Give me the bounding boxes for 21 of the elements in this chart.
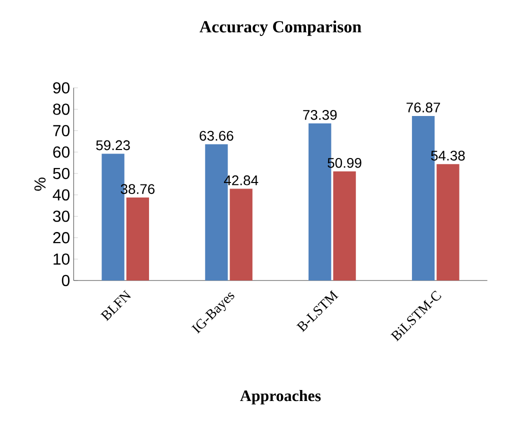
bar <box>333 171 356 281</box>
y-tick-label: 10 <box>54 254 70 265</box>
y-tick-label: 30 <box>53 210 70 222</box>
y-tick-label: 60 <box>53 146 70 158</box>
data-label: 63.66 <box>200 130 234 141</box>
y-tick-label: 20 <box>53 232 70 244</box>
bar <box>126 198 150 281</box>
bar <box>230 188 252 281</box>
y-tick-label: 50 <box>53 168 70 180</box>
y-tick-label: 70 <box>53 125 70 136</box>
data-label: 73.39 <box>303 110 337 120</box>
x-axis-title: Approaches <box>240 390 321 404</box>
y-tick-label: 90 <box>53 82 70 94</box>
y-axis-title: % <box>34 178 46 191</box>
bar <box>436 164 460 281</box>
chart-title: Accuracy Comparison <box>200 20 362 36</box>
data-label: 76.87 <box>406 102 440 113</box>
data-label: 59.23 <box>96 140 130 150</box>
y-tick-label: 40 <box>52 189 70 201</box>
y-tick-label: 80 <box>53 104 70 115</box>
y-tick-label: 0 <box>62 274 70 286</box>
